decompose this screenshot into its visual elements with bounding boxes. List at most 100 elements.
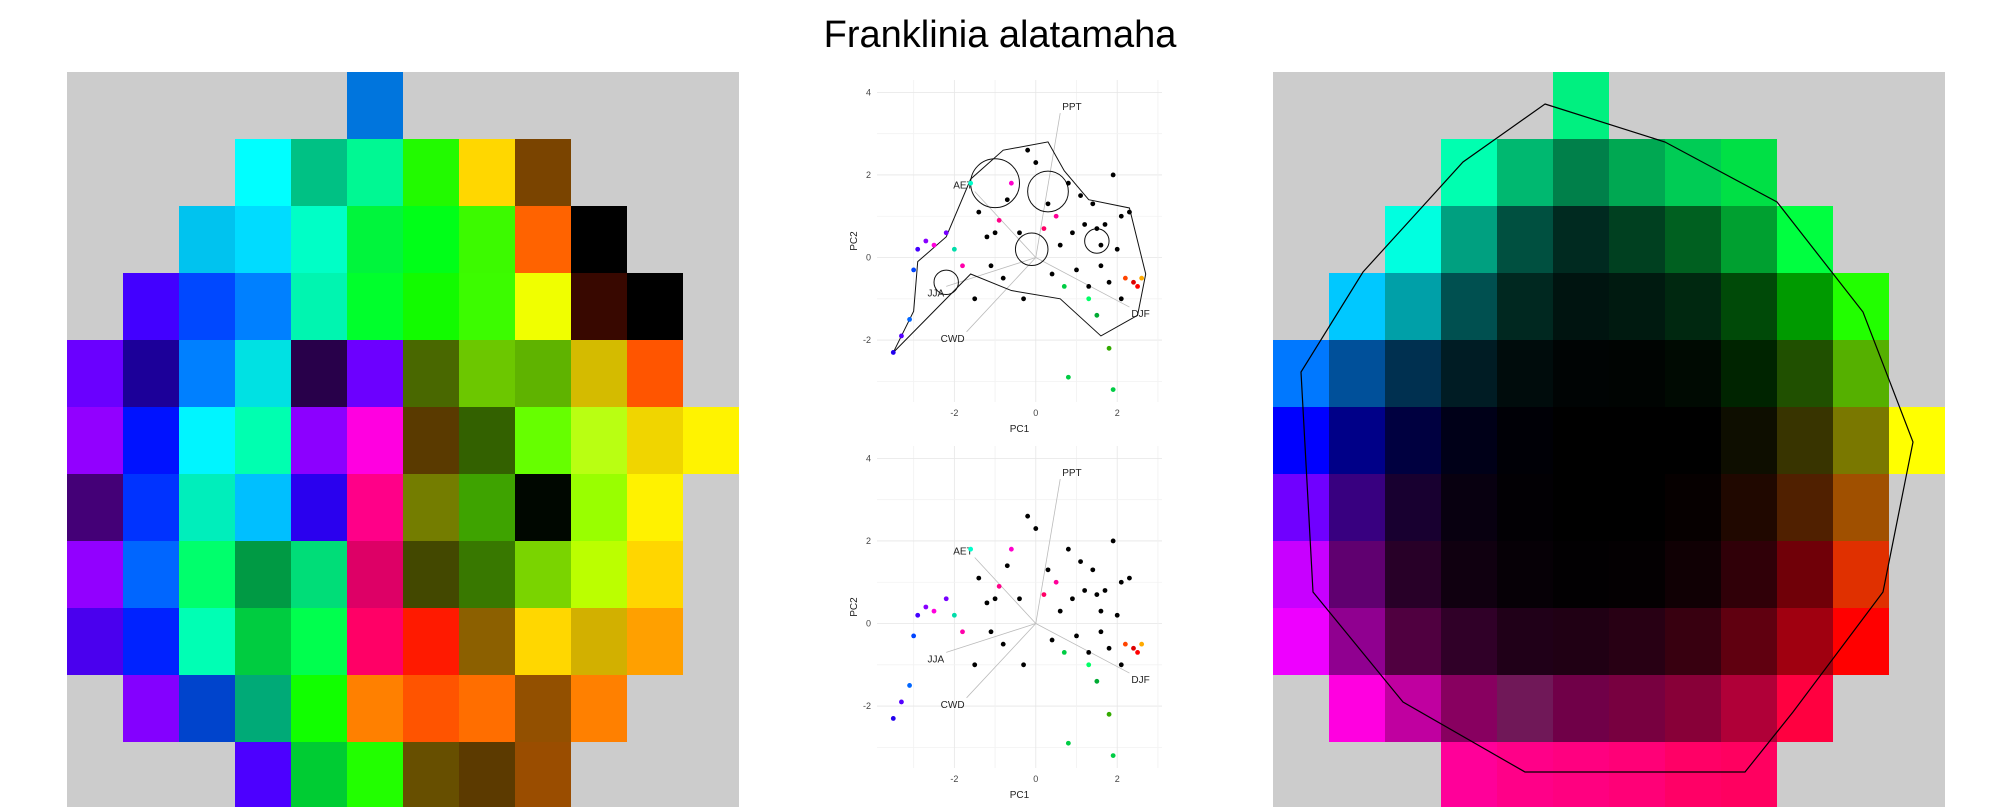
x-axis-label: PC1 (1010, 790, 1030, 800)
heatmap-cell (1273, 407, 1329, 474)
data-point (1086, 284, 1092, 289)
heatmap-cell (1497, 340, 1553, 407)
data-point (972, 662, 978, 668)
data-point (976, 575, 982, 581)
heatmap-cell (403, 340, 459, 407)
data-point (1094, 312, 1100, 318)
data-point (996, 217, 1002, 223)
heatmap-cell (1553, 206, 1609, 273)
heatmap-cell (1777, 340, 1833, 407)
data-point (1122, 275, 1128, 281)
heatmap-cell (235, 474, 291, 541)
data-point (1008, 546, 1014, 552)
data-point (1098, 629, 1104, 635)
heatmap-cell (515, 340, 571, 407)
heatmap-cell (403, 541, 459, 608)
vector-label: DJF (1131, 675, 1149, 686)
data-point (1135, 284, 1140, 289)
data-point (890, 716, 896, 721)
data-point (943, 230, 949, 236)
data-point (951, 246, 957, 252)
data-point (1131, 279, 1136, 285)
heatmap-cell (1385, 206, 1441, 273)
data-point (1049, 637, 1055, 643)
heatmap-cell (1273, 541, 1329, 608)
heatmap-cell (1441, 139, 1497, 206)
heatmap-cell (515, 608, 571, 675)
data-point (1118, 579, 1124, 585)
heatmap-cell (403, 273, 459, 340)
data-point (1057, 608, 1063, 614)
x-tick-label: 2 (1115, 774, 1120, 784)
heatmap-cell (179, 340, 235, 407)
data-point (1053, 579, 1059, 585)
y-tick-label: 4 (866, 87, 871, 97)
vector-label: PPT (1062, 468, 1081, 479)
data-point (890, 350, 896, 355)
heatmap-cell (179, 474, 235, 541)
heatmap-cell (1497, 742, 1553, 807)
data-point (1065, 180, 1071, 186)
loading-vector (966, 623, 1037, 699)
heatmap-cell (1441, 340, 1497, 407)
data-point (915, 612, 921, 618)
data-point (1094, 226, 1100, 232)
loading-vector (966, 257, 1037, 333)
heatmap-cell (459, 541, 515, 608)
heatmap-cell (1497, 407, 1553, 474)
heatmap-cell (1609, 206, 1665, 273)
heatmap-cell (403, 742, 459, 807)
heatmap-cell (1553, 474, 1609, 541)
heatmap-cell (347, 608, 403, 675)
heatmap-cell (1385, 407, 1441, 474)
heatmap-cell (627, 474, 683, 541)
data-point (988, 629, 994, 635)
data-point (1110, 538, 1116, 544)
data-point (1131, 645, 1136, 651)
data-point (1098, 242, 1104, 248)
heatmap-cell (291, 675, 347, 742)
climate-hull-outline (1300, 103, 1914, 773)
heatmap-cell (515, 675, 571, 742)
data-point (899, 699, 904, 705)
heatmap-cell (1385, 608, 1441, 675)
data-point (1004, 563, 1010, 569)
heatmap-cell (1609, 675, 1665, 742)
data-point (1017, 230, 1022, 236)
heatmap-cell (291, 608, 347, 675)
y-tick-label: 4 (866, 453, 871, 463)
data-point (1102, 222, 1108, 227)
data-point (1065, 546, 1071, 552)
data-point (1086, 662, 1092, 668)
data-point (1086, 296, 1092, 302)
y-tick-label: -2 (863, 335, 871, 345)
data-point (923, 604, 929, 610)
heatmap-cell (1665, 340, 1721, 407)
data-point (911, 267, 917, 273)
heatmap-cell (1665, 407, 1721, 474)
data-point (968, 546, 974, 552)
data-point (984, 600, 990, 606)
vector-label: DJF (1131, 309, 1149, 320)
data-point (960, 263, 965, 269)
heatmap-cell (1833, 541, 1889, 608)
heatmap-cell (1553, 72, 1609, 139)
x-tick-label: 0 (1033, 774, 1038, 784)
data-point (984, 234, 990, 240)
heatmap-cell (1833, 474, 1889, 541)
heatmap-cell (459, 474, 515, 541)
loading-vector (1035, 257, 1130, 308)
data-point (1049, 271, 1055, 277)
data-point (1110, 172, 1116, 178)
heatmap-cell (1385, 273, 1441, 340)
heatmap-cell (1553, 273, 1609, 340)
heatmap-cell (1497, 206, 1553, 273)
heatmap-cell (1441, 273, 1497, 340)
pca-biplot-top: -2 0 2 -2 0 2 4 PC1 PC2 PPT AET JJA CWD DJF (849, 80, 1162, 434)
heatmap-cell (571, 206, 627, 273)
heatmap-cell (1777, 474, 1833, 541)
heatmap-cell (459, 273, 515, 340)
data-point (899, 333, 904, 339)
data-point (960, 629, 965, 635)
data-point (968, 180, 974, 186)
